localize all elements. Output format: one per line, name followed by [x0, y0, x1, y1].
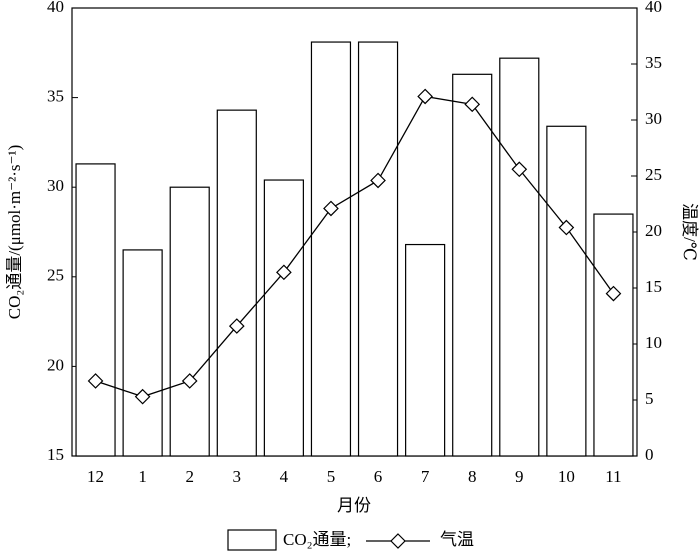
legend-separator: ; — [347, 530, 352, 549]
y-tick-label: 35 — [47, 87, 64, 106]
x-tick-label: 10 — [558, 467, 575, 486]
x-tick-label: 7 — [421, 467, 430, 486]
x-tick-label: 8 — [468, 467, 477, 486]
y2-axis-label: 温度/℃ — [680, 203, 699, 261]
legend-swatch — [227, 529, 277, 551]
y-tick-label: 40 — [47, 0, 64, 16]
x-axis-label: 月份 — [337, 496, 371, 515]
point — [464, 96, 481, 113]
x-tick-label: 2 — [185, 467, 194, 486]
x-tick-label: 3 — [233, 467, 242, 486]
y2-tick-label: 40 — [645, 0, 662, 16]
point — [87, 373, 104, 389]
bar — [405, 243, 446, 457]
temperature-line — [95, 95, 614, 398]
y-tick-label: 25 — [47, 266, 64, 285]
legend-label: CO₂通量 — [283, 530, 347, 549]
bar — [452, 73, 493, 457]
bar — [169, 186, 210, 457]
bar — [216, 109, 257, 457]
x-tick-label: 9 — [515, 467, 524, 486]
y2-tick-label: 5 — [645, 389, 654, 408]
x-tick-label: 12 — [87, 467, 104, 486]
point — [181, 373, 198, 389]
point — [228, 318, 245, 334]
point — [511, 161, 528, 178]
bar — [499, 57, 540, 457]
y2-tick-label: 25 — [645, 165, 662, 184]
bar — [593, 213, 634, 457]
x-tick-label: 1 — [138, 467, 147, 486]
x-tick-label: 6 — [374, 467, 383, 486]
point — [558, 219, 575, 236]
point — [134, 388, 151, 405]
y2-tick-label: 35 — [645, 53, 662, 72]
y2-tick-label: 15 — [645, 277, 662, 296]
y-axis-label: CO₂通量/(μmol·m⁻²·s⁻¹) — [5, 145, 24, 319]
point — [370, 172, 386, 189]
y-tick-label: 30 — [47, 176, 64, 195]
y2-tick-label: 20 — [645, 221, 662, 240]
y2-tick-label: 0 — [645, 445, 654, 464]
point — [605, 285, 622, 302]
bar — [546, 125, 587, 457]
x-tick-label: 11 — [605, 467, 621, 486]
y2-tick-label: 10 — [645, 333, 662, 352]
point — [417, 88, 433, 105]
bar — [75, 163, 116, 457]
y-tick-label: 15 — [47, 445, 64, 464]
point — [323, 200, 339, 217]
bar — [263, 179, 304, 457]
bar — [357, 41, 399, 457]
y2-tick-label: 30 — [645, 109, 662, 128]
legend-label: 气温 — [440, 530, 474, 549]
bar — [122, 249, 163, 457]
legend-marker — [390, 533, 406, 549]
bar — [310, 41, 352, 457]
x-tick-label: 4 — [280, 467, 289, 486]
y-tick-label: 20 — [47, 355, 64, 374]
x-tick-label: 5 — [327, 467, 336, 486]
point — [276, 264, 292, 281]
